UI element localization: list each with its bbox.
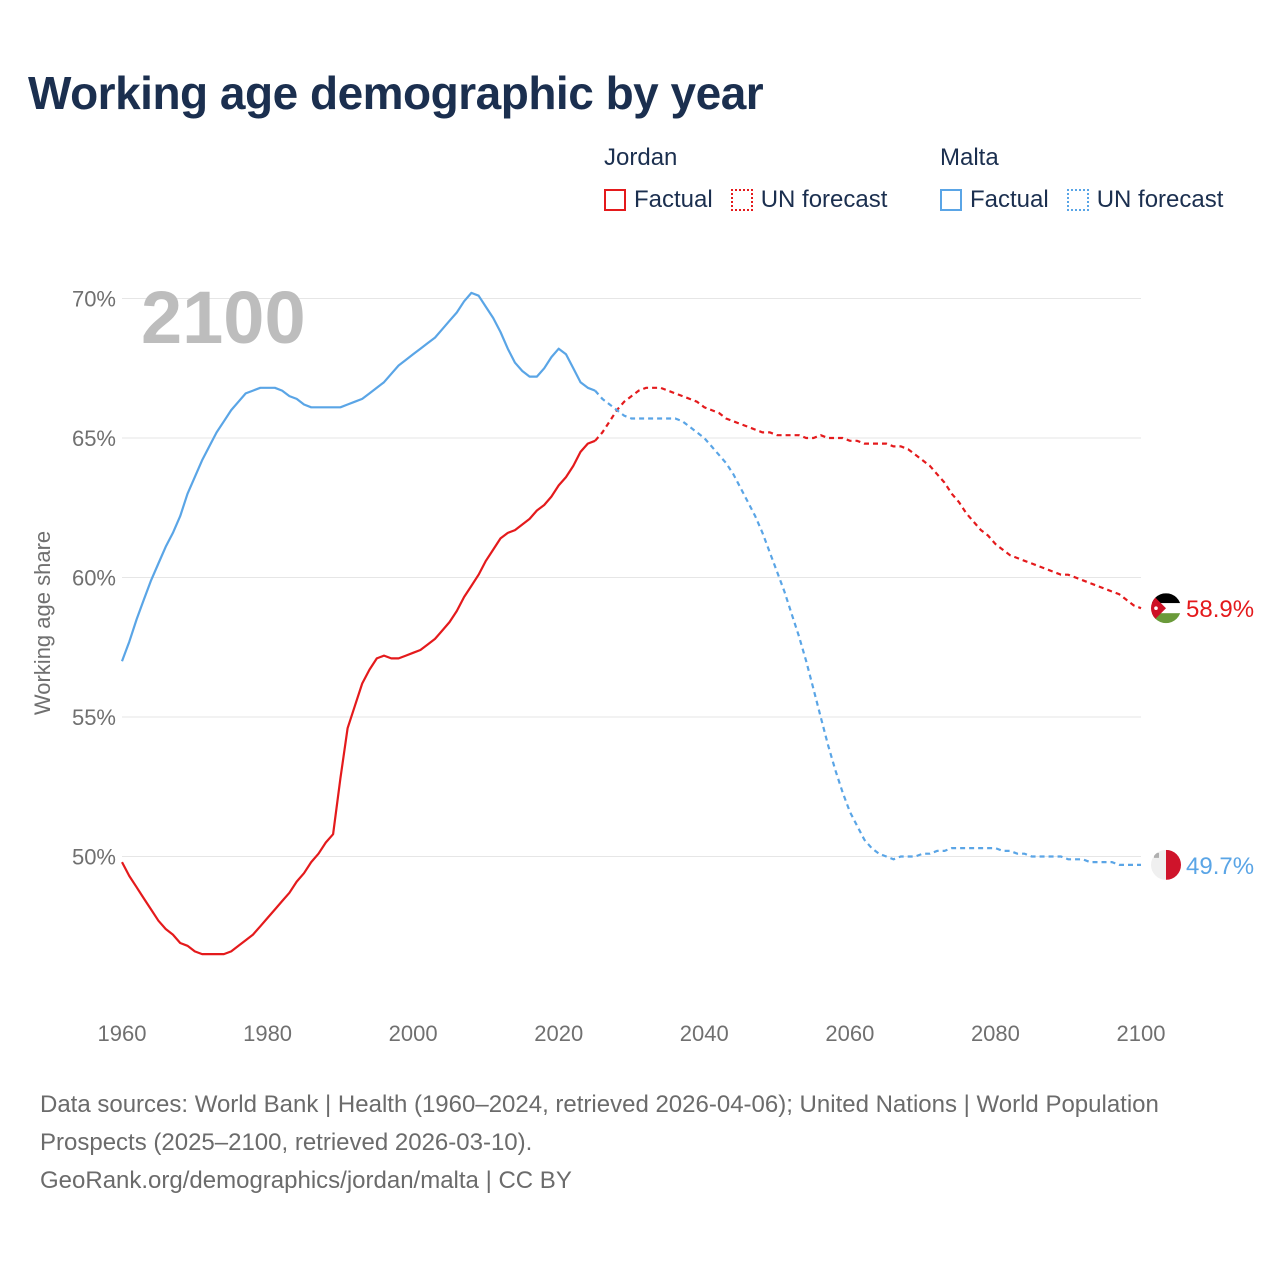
y-tick-label: 60% (72, 566, 116, 591)
footer: Data sources: World Bank | Health (1960–… (40, 1086, 1220, 1200)
legend-swatch-dotted (730, 189, 753, 211)
x-tick-label: 2040 (680, 1021, 729, 1046)
legend-label: UN forecast (1096, 186, 1224, 213)
end-label-jordan: 58.9% (1186, 596, 1254, 623)
attribution-text: GeoRank.org/demographics/jordan/malta | … (40, 1167, 572, 1194)
y-tick-label: 55% (72, 705, 116, 730)
x-tick-label: 1980 (243, 1021, 292, 1046)
legend-item-jordan-factual[interactable]: Factual (604, 186, 713, 214)
chart-title: Working age demographic by year (28, 67, 764, 119)
malta-flag-icon (1151, 849, 1181, 880)
legend-malta: Malta Factual UN forecast (940, 144, 1223, 214)
legend-swatch-solid (604, 189, 626, 211)
y-axis-label: Working age share (30, 531, 55, 715)
series-line-malta-factual (120, 291, 596, 662)
legend-jordan: Jordan Factual UN forecast (604, 144, 887, 214)
x-tick-label: 2060 (825, 1021, 874, 1046)
end-label-malta: 49.7% (1186, 853, 1254, 880)
legend-swatch-dotted (1066, 189, 1089, 211)
x-tick-label: 2080 (971, 1021, 1020, 1046)
legend-item-malta-factual[interactable]: Factual (940, 186, 1049, 214)
legend-group-label: Jordan (604, 144, 678, 171)
series-line-jordan-factual (121, 439, 596, 956)
x-tick-label: 1960 (98, 1021, 147, 1046)
jordan-flag-icon (1151, 593, 1181, 624)
legend-label: UN forecast (760, 186, 888, 213)
x-tick-label: 2020 (534, 1021, 583, 1046)
legend-item-jordan-forecast[interactable]: UN forecast (730, 186, 888, 214)
data-sources-text: Data sources: World Bank | Health (1960–… (40, 1091, 1159, 1156)
year-watermark: 2100 (141, 276, 306, 359)
x-tick-label: 2100 (1117, 1021, 1166, 1046)
legend-item-malta-forecast[interactable]: UN forecast (1066, 186, 1224, 214)
legend-swatch-solid (940, 189, 962, 211)
series-line-jordan-forecast (594, 386, 1142, 610)
y-tick-label: 65% (72, 426, 116, 451)
y-tick-label: 50% (72, 845, 116, 870)
legend-label: Factual (970, 186, 1049, 213)
x-tick-label: 2000 (389, 1021, 438, 1046)
y-tick-label: 70% (72, 287, 116, 312)
legend-group-label: Malta (940, 144, 999, 171)
legend-label: Factual (634, 186, 713, 213)
series-line-malta-forecast (594, 389, 1141, 866)
